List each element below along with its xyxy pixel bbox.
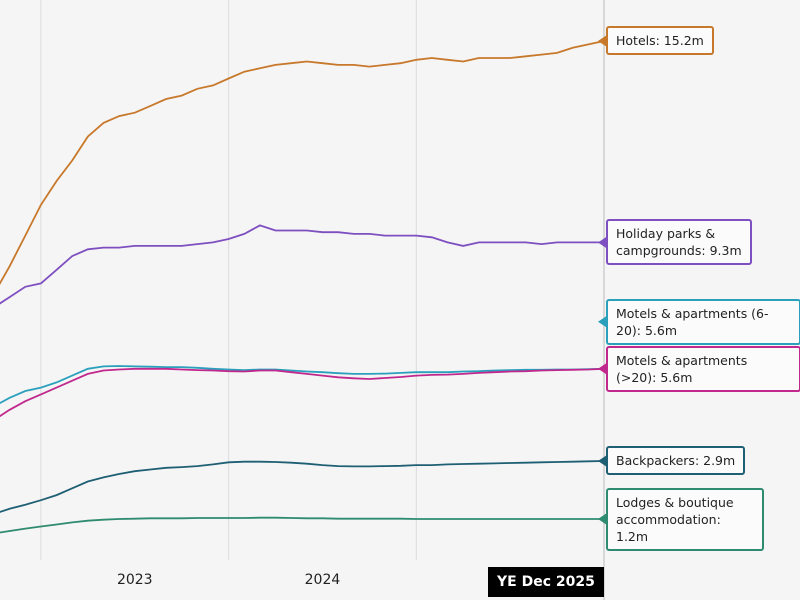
- series-line: [0, 460, 605, 513]
- series-line: [0, 365, 605, 405]
- label-pointer: [598, 236, 607, 249]
- end-label: Holiday parks & campgrounds: 9.3m: [606, 219, 752, 266]
- cursor-label: YE Dec 2025: [488, 567, 604, 597]
- end-label: Lodges & boutique accommodation: 1.2m: [606, 487, 764, 551]
- end-label: Hotels: 15.2m: [606, 26, 714, 56]
- label-pointer: [598, 454, 607, 467]
- end-label: Motels & apartments (6-20): 5.6m: [606, 298, 800, 345]
- label-pointer: [598, 513, 607, 526]
- series-line: [0, 367, 605, 418]
- series-line: [0, 224, 604, 305]
- series-line: [0, 40, 605, 285]
- label-pointer: [598, 315, 607, 328]
- x-tick-label: 2023: [117, 572, 153, 588]
- label-pointer: [598, 362, 607, 375]
- x-tick-label: 2024: [305, 572, 341, 588]
- end-label: Backpackers: 2.9m: [606, 446, 746, 476]
- end-label: Motels & apartments (>20): 5.6m: [606, 345, 800, 392]
- series-line: [0, 516, 604, 534]
- label-pointer: [598, 34, 607, 47]
